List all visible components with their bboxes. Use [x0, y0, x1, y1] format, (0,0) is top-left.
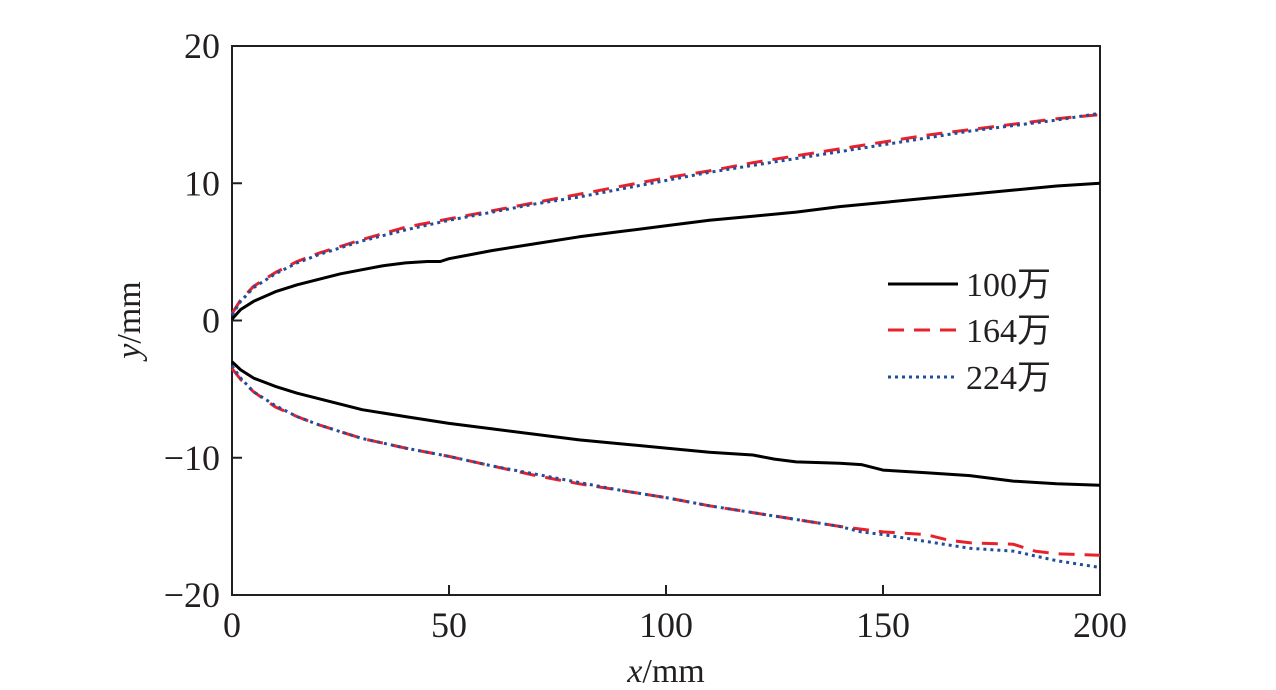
x-axis-ticks: 0 50 100 150 200	[223, 585, 1127, 645]
legend-label-100: 100万	[966, 267, 1051, 304]
legend-label-224: 224万	[966, 360, 1051, 397]
series-0-lower-line	[230, 360, 1101, 487]
x-tick-label: 100	[639, 605, 693, 645]
y-tick-label: 10	[184, 163, 220, 203]
series-2-upper-line	[230, 111, 1101, 316]
x-tick-label: 0	[223, 605, 241, 645]
x-tick-label: 50	[431, 605, 467, 645]
series-0-upper-line	[230, 181, 1101, 321]
x-tick-label: 150	[856, 605, 910, 645]
series-layer	[230, 111, 1101, 569]
y-tick-label: −10	[164, 438, 220, 478]
legend: 100万 164万 224万	[888, 267, 1051, 397]
y-axis-ticks: 20 10 0 −10 −20	[164, 26, 242, 615]
y-tick-label: 20	[184, 26, 220, 66]
y-axis-label: y/mm	[111, 281, 148, 361]
x-axis-label: x/mm	[626, 653, 704, 690]
x-tick-label: 200	[1073, 605, 1127, 645]
y-tick-label: −20	[164, 575, 220, 615]
legend-label-164: 164万	[966, 313, 1051, 350]
y-tick-label: 0	[202, 301, 220, 341]
